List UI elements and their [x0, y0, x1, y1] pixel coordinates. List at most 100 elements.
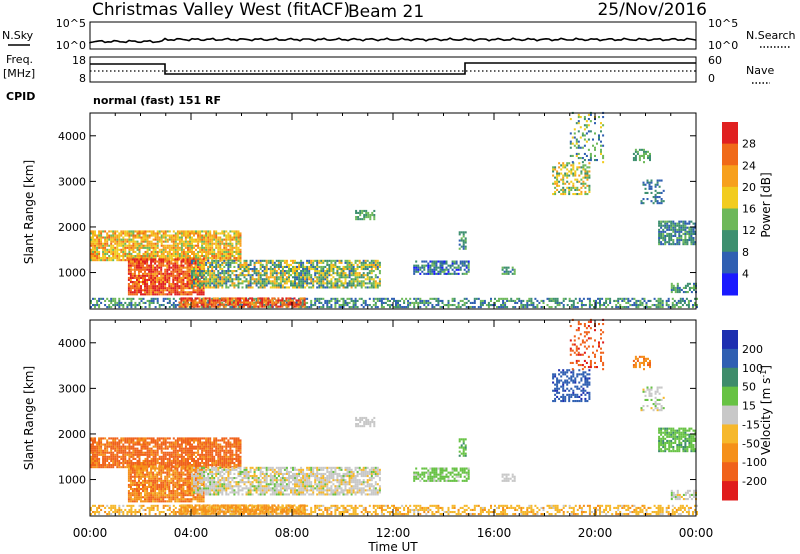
power-cell: [277, 299, 280, 302]
power-cell: [188, 287, 191, 290]
power-cell: [688, 226, 691, 229]
power-cell: [174, 244, 177, 247]
power-cell: [187, 252, 189, 255]
power-cell: [578, 162, 581, 165]
power-cell: [180, 287, 183, 290]
power-cell: [560, 172, 563, 175]
power-cell: [650, 179, 653, 182]
power-cell: [602, 154, 605, 157]
power-cell: [144, 262, 146, 265]
power-cell: [340, 304, 343, 307]
power-cell: [219, 274, 222, 277]
power-cell: [197, 272, 200, 275]
power-cell: [532, 306, 535, 309]
power-cell: [263, 259, 266, 262]
power-cell: [318, 280, 321, 283]
power-cell: [366, 304, 369, 307]
power-cell: [670, 291, 673, 294]
velocity-cell: [104, 443, 107, 446]
power-cell: [132, 250, 135, 253]
power-cell: [334, 297, 337, 300]
power-cell: [332, 272, 335, 275]
power-cell: [98, 257, 101, 260]
power-cell: [429, 260, 432, 263]
power-cell: [112, 238, 115, 241]
power-cell: [659, 297, 662, 300]
power-cell: [152, 297, 155, 300]
power-cell: [528, 297, 531, 300]
power-cell: [228, 297, 231, 300]
power-cell: [205, 272, 208, 275]
power-cell: [481, 304, 484, 307]
power-cell: [647, 157, 649, 160]
power-cell: [186, 299, 189, 302]
power-cell: [166, 252, 169, 255]
power-cell: [164, 297, 167, 300]
velocity-cell: [108, 437, 111, 440]
power-cell: [487, 301, 490, 304]
power-cell: [239, 301, 241, 304]
power-cell: [231, 252, 234, 255]
power-cell: [180, 244, 183, 247]
power-cell: [507, 272, 510, 275]
power-cell: [164, 283, 167, 286]
power-cell: [358, 261, 361, 264]
power-cell: [234, 297, 237, 300]
power-cell: [160, 236, 163, 239]
power-cell: [261, 284, 264, 287]
power-cell: [92, 246, 94, 249]
power-cell: [189, 242, 191, 245]
power-cell: [362, 306, 365, 309]
power-cell: [225, 286, 228, 289]
nsky-label: N.Sky: [2, 29, 34, 42]
power-cell: [194, 264, 197, 267]
power-cell: [350, 297, 353, 300]
power-cell: [670, 228, 673, 231]
power-cell: [298, 276, 301, 279]
power-cell: [212, 297, 215, 300]
power-cell: [598, 134, 600, 137]
power-cell: [203, 248, 206, 251]
power-cell: [150, 299, 153, 302]
power-cell: [160, 240, 163, 243]
power-cell: [221, 259, 224, 262]
power-cell: [303, 301, 306, 304]
power-cell: [197, 236, 200, 239]
power-cell: [94, 297, 96, 300]
velocity-cell: [94, 462, 96, 465]
power-cell: [166, 238, 169, 241]
power-cell: [148, 287, 151, 290]
power-cell: [354, 278, 357, 281]
power-cell: [204, 299, 207, 302]
power-cell: [298, 272, 301, 275]
power-cell: [134, 246, 137, 249]
power-cell: [140, 242, 143, 245]
power-cell: [98, 299, 101, 302]
power-cell: [201, 284, 204, 287]
power-cell: [211, 234, 214, 237]
power-cell: [332, 270, 335, 273]
power-cell: [148, 230, 151, 233]
power-cell: [514, 301, 517, 304]
power-cell: [429, 266, 432, 269]
power-cell: [197, 255, 200, 258]
power-cell: [269, 265, 272, 268]
power-cell: [116, 304, 119, 307]
power-cell: [233, 286, 236, 289]
velocity-cell: [158, 443, 161, 446]
power-cell: [564, 182, 567, 185]
power-cell: [372, 282, 375, 285]
power-cell: [330, 278, 333, 281]
velocity-cell: [128, 441, 131, 444]
power-cell: [310, 268, 313, 271]
velocity-cell: [122, 437, 125, 440]
power-cell: [292, 272, 294, 275]
power-cell: [455, 260, 458, 263]
velocity-cell: [108, 443, 111, 446]
velocity-cell: [130, 441, 133, 444]
power-cell: [142, 264, 144, 267]
power-cell: [239, 304, 242, 307]
power-cell: [374, 280, 377, 283]
power-cell: [194, 305, 197, 308]
power-cell: [203, 282, 206, 285]
